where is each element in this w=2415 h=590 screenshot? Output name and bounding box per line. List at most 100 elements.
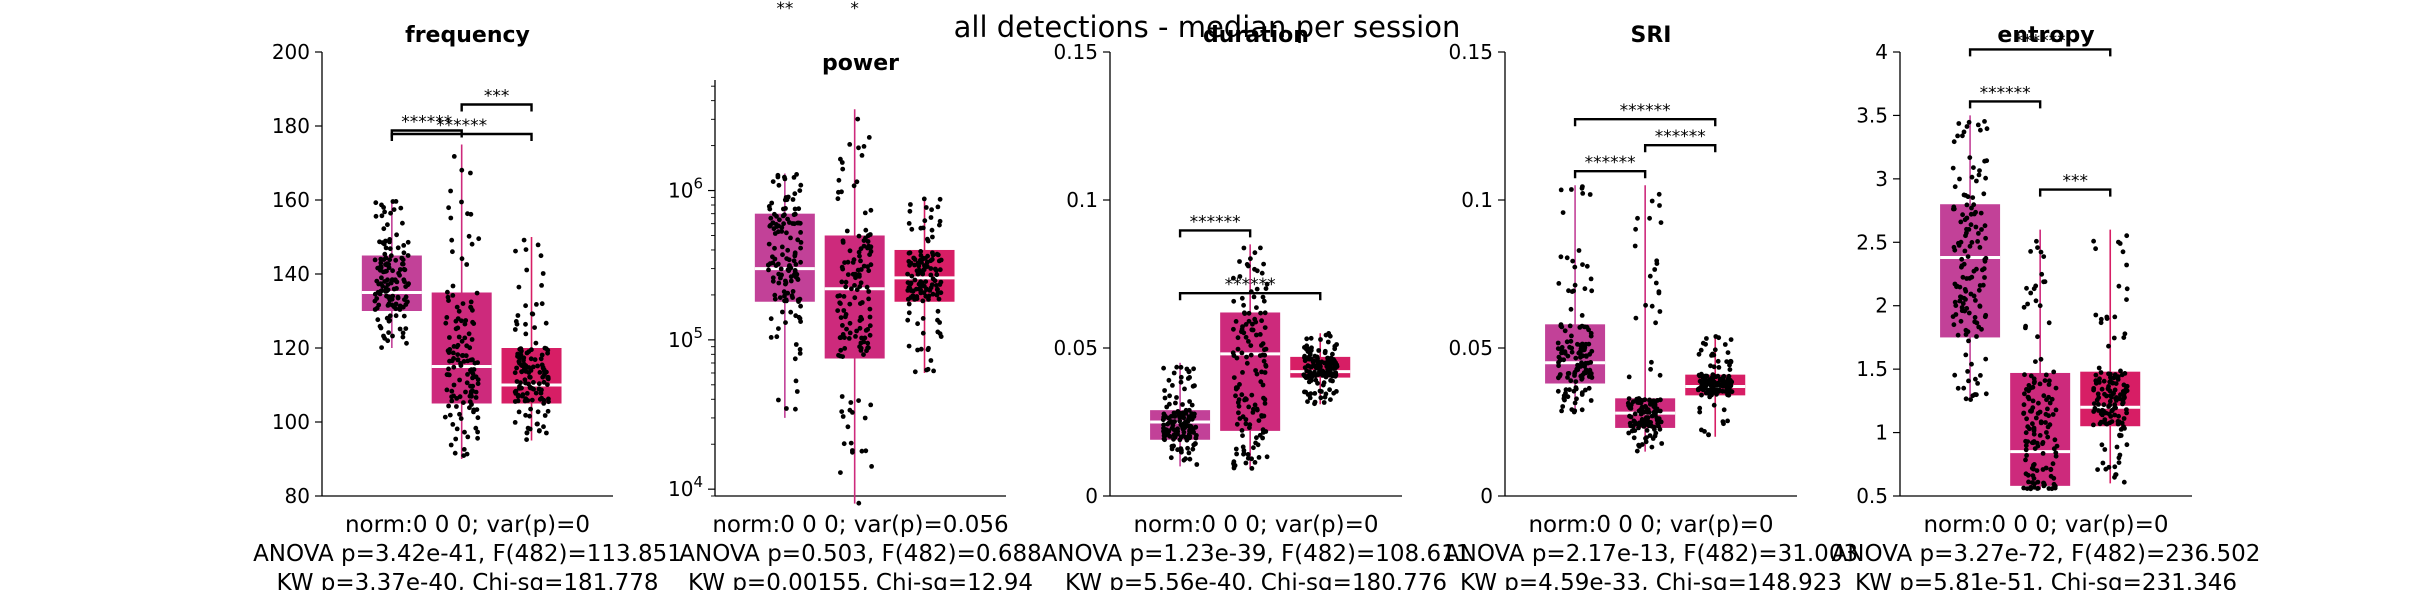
data-point xyxy=(1304,336,1310,342)
data-point xyxy=(1958,219,1964,225)
data-point xyxy=(848,400,854,405)
data-point xyxy=(1586,385,1592,391)
y-tick-label: 3 xyxy=(1875,167,1888,191)
data-point xyxy=(1967,243,1973,249)
data-point xyxy=(785,194,791,200)
data-point xyxy=(1161,422,1166,428)
data-point xyxy=(1975,239,1980,244)
data-point xyxy=(540,271,546,276)
data-point xyxy=(527,426,533,432)
panel-title: duration xyxy=(1203,23,1309,48)
data-point xyxy=(1243,334,1249,340)
data-point xyxy=(1982,223,1988,229)
data-point xyxy=(1327,387,1332,393)
data-point xyxy=(920,298,926,304)
data-point xyxy=(862,415,868,421)
data-point xyxy=(1573,379,1579,384)
data-point xyxy=(444,372,450,377)
data-point xyxy=(382,209,387,215)
data-point xyxy=(924,263,930,269)
data-point xyxy=(1725,418,1730,424)
data-point xyxy=(1980,267,1985,273)
data-point xyxy=(391,286,397,292)
data-point xyxy=(389,302,395,308)
data-point xyxy=(1258,379,1264,385)
data-point xyxy=(920,330,926,336)
data-point xyxy=(461,400,466,405)
data-point xyxy=(937,218,943,224)
data-point xyxy=(1248,256,1253,262)
data-point xyxy=(2121,335,2127,340)
data-point xyxy=(2035,443,2041,449)
data-point xyxy=(2023,438,2028,444)
data-point xyxy=(1259,270,1265,276)
data-point xyxy=(785,216,790,222)
data-point xyxy=(1579,407,1585,413)
data-point xyxy=(937,222,942,228)
data-point xyxy=(1630,423,1636,429)
data-point xyxy=(777,217,782,223)
data-point xyxy=(792,356,798,362)
significance-label: ** xyxy=(776,0,793,19)
data-point xyxy=(1707,394,1713,400)
data-point xyxy=(450,350,456,356)
data-point xyxy=(926,345,931,351)
data-point xyxy=(1167,393,1172,399)
data-point xyxy=(1326,331,1332,336)
data-point xyxy=(841,441,847,447)
data-point xyxy=(784,230,789,236)
data-point xyxy=(1721,421,1726,427)
significance-label: ****** xyxy=(1980,83,2031,103)
y-tick-label: 180 xyxy=(272,114,310,138)
data-point xyxy=(2116,455,2122,461)
data-point xyxy=(2110,380,2115,386)
data-point xyxy=(847,142,853,147)
data-point xyxy=(2106,343,2111,349)
data-point xyxy=(766,267,771,273)
data-point xyxy=(840,354,845,359)
data-point xyxy=(2030,398,2036,404)
data-point xyxy=(384,262,389,268)
data-point xyxy=(1583,387,1588,393)
data-point xyxy=(530,364,536,370)
data-point xyxy=(1955,133,1960,139)
data-point xyxy=(476,236,482,242)
data-point xyxy=(1302,355,1307,360)
data-point xyxy=(775,174,781,180)
data-point xyxy=(514,365,519,371)
data-point xyxy=(1323,391,1329,397)
data-point xyxy=(1574,396,1579,402)
data-point xyxy=(1174,364,1180,370)
data-point xyxy=(1589,348,1595,354)
data-point xyxy=(868,249,874,254)
data-point xyxy=(2115,421,2121,427)
data-point xyxy=(1328,364,1333,370)
data-point xyxy=(844,228,850,234)
data-point xyxy=(1260,294,1266,300)
data-point xyxy=(2032,481,2037,486)
data-point xyxy=(1643,416,1649,422)
data-point xyxy=(861,352,866,357)
data-point xyxy=(461,447,467,452)
data-point xyxy=(2124,410,2130,416)
data-point xyxy=(1718,383,1724,388)
data-point xyxy=(1955,385,1961,391)
data-point xyxy=(844,326,849,332)
data-point xyxy=(1237,416,1243,421)
data-point xyxy=(1982,275,1987,280)
data-point xyxy=(1247,422,1253,428)
data-point xyxy=(1577,349,1583,355)
data-point xyxy=(1580,341,1585,347)
data-point xyxy=(450,283,456,289)
data-point xyxy=(1237,274,1243,279)
data-point xyxy=(1235,335,1241,341)
data-point xyxy=(936,258,942,264)
data-point xyxy=(1658,419,1664,425)
data-point xyxy=(1956,121,1962,126)
data-point xyxy=(405,282,411,288)
data-point xyxy=(543,320,549,326)
y-tick-label: 0.1 xyxy=(1066,188,1098,212)
data-point xyxy=(2091,386,2097,391)
data-point xyxy=(1571,388,1577,394)
data-point xyxy=(1561,393,1567,399)
